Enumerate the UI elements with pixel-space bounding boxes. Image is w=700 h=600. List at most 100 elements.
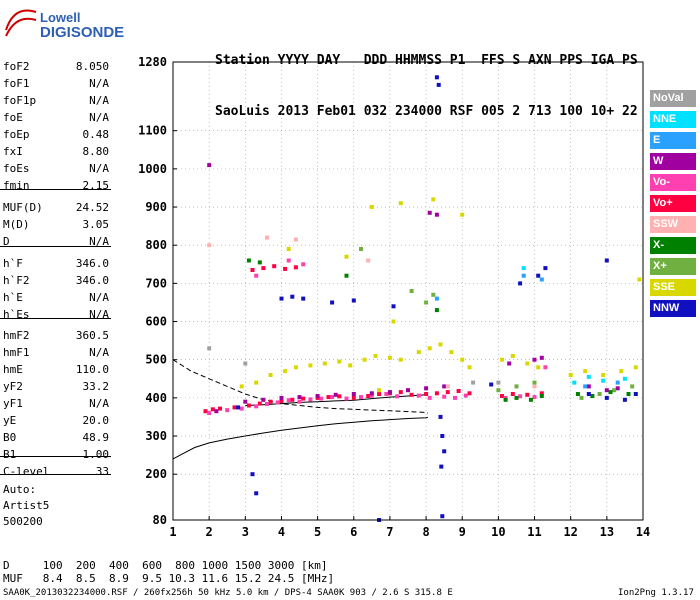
param-separator [0, 474, 111, 475]
y-tick-label: 80 [153, 513, 167, 527]
echo-point-vo [210, 407, 215, 412]
echo-point-vo [398, 390, 403, 395]
echo-point-vo [257, 401, 262, 406]
x-tick-label: 6 [350, 525, 357, 539]
echo-point-vo [279, 398, 284, 403]
param-key: h`F2 [3, 274, 30, 287]
legend-sse: SSE [650, 279, 696, 296]
echo-point-nnw [440, 514, 445, 519]
echo-point-w [406, 388, 410, 393]
echo-point-nnw [254, 491, 259, 496]
echo-point-vo [272, 264, 277, 269]
y-tick-label: 700 [145, 276, 167, 290]
echo-point-nnw [633, 392, 638, 396]
param-key: D [3, 235, 10, 248]
echo-point-sse [601, 373, 606, 377]
echo-point-sse [467, 365, 472, 370]
plot-frame [172, 61, 644, 521]
echo-point-sse [344, 254, 349, 259]
echo-point-nnw [351, 298, 356, 303]
param-key: yF2 [3, 380, 23, 393]
echo-point-sse [362, 357, 367, 362]
param-hf2: h`F2 346.0 [3, 274, 109, 291]
echo-point-x [597, 392, 602, 396]
chart-grid [172, 61, 644, 521]
echo-point-x [424, 300, 429, 305]
echo-point-w [427, 210, 432, 215]
echo-point-w [261, 397, 266, 402]
echo-point-vo [359, 395, 363, 400]
echo-point-nnw [536, 273, 541, 278]
param-hme: hmE 110.0 [3, 363, 109, 380]
param-value: 20.0 [82, 414, 110, 427]
echo-point-sse [500, 357, 504, 362]
echo-point-nne [601, 378, 606, 383]
echo-point-sse [308, 363, 313, 368]
echo-point-x [630, 384, 635, 389]
echo-point-sse [398, 201, 403, 206]
echo-point-sse [286, 247, 291, 251]
echo-point-sse [460, 357, 465, 362]
param-value: 3.05 [82, 218, 110, 231]
y-tick-label: 1000 [138, 162, 167, 176]
param-fof1: foF1 N/A [3, 77, 109, 94]
echo-point-vo [409, 392, 414, 397]
x-tick-label: 3 [242, 525, 249, 539]
logo-text-top: Lowell [40, 10, 81, 25]
echo-point-vo [265, 402, 269, 406]
echo-point-sse [449, 350, 454, 355]
profile-curve-dashed [172, 359, 429, 414]
param-key: foEp [3, 128, 30, 141]
x-tick-label: 5 [314, 525, 321, 539]
echo-point-vo [293, 265, 298, 270]
echo-point-x [608, 390, 613, 395]
echo-point-vo [337, 394, 342, 399]
param-foes: foEs N/A [3, 162, 109, 179]
echo-point-sse [387, 355, 392, 360]
echo-point-vo [301, 396, 306, 401]
echo-point-nnw [391, 304, 396, 309]
legend-x: X- [650, 237, 696, 254]
echo-point-x [409, 289, 414, 293]
echo-point-sse [633, 365, 638, 370]
param-value: N/A [89, 397, 109, 410]
echo-point-sse [460, 212, 465, 217]
param-value: 110.0 [75, 363, 109, 376]
param-fxi: fxI 8.80 [3, 145, 109, 162]
param-key: B0 [3, 431, 17, 444]
echo-point-vo [319, 396, 324, 401]
station-header: Station YYYY DAY DDD HHMMSS P1 FFS S AXN… [215, 18, 638, 137]
echo-point-vo [543, 365, 548, 370]
param-md: M(D) 3.05 [3, 218, 109, 235]
x-tick-label: 8 [422, 525, 429, 539]
echo-point-vo [246, 403, 251, 408]
echo-point-vo [434, 391, 439, 396]
param-d: D N/A [3, 235, 109, 252]
echo-point-vo [290, 397, 295, 402]
echo-point-x [532, 380, 537, 385]
echo-point-noval [496, 380, 501, 385]
echo-point-nnw [279, 296, 284, 301]
echo-point-nne [572, 380, 577, 385]
x-tick-label: 13 [600, 525, 614, 539]
param-key: hmE [3, 363, 23, 376]
legend-vo: Vo- [650, 174, 696, 191]
echo-point-vo [218, 406, 222, 411]
legend-noval: NoVal [650, 90, 696, 107]
param-value: 0.48 [82, 128, 110, 141]
echo-point-x [539, 394, 544, 398]
param-value: 346.0 [75, 257, 109, 270]
chart-points [203, 75, 642, 522]
echo-point-nnw [330, 300, 335, 305]
echo-point-vo [286, 398, 291, 403]
param-hmf2: hmF2 360.5 [3, 329, 109, 346]
echo-point-vo [261, 266, 266, 271]
echo-point-vo [500, 394, 504, 398]
echo-point-sse [583, 369, 588, 374]
param-key: M(D) [3, 218, 30, 231]
echo-point-nnw [604, 395, 609, 400]
param-value: N/A [89, 308, 109, 321]
param-separator [0, 318, 111, 319]
echo-point-vo [445, 390, 450, 395]
echo-point-vo [539, 391, 544, 396]
